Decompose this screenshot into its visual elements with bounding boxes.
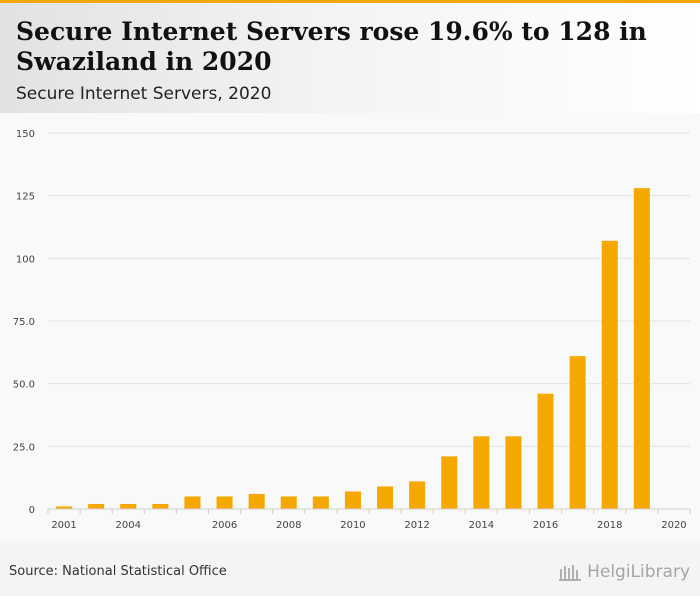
y-tick-label: 150 xyxy=(16,129,35,140)
y-tick-label: 25.0 xyxy=(13,442,35,453)
bar xyxy=(248,493,265,509)
brand-logo: HelgiLibrary xyxy=(559,562,690,582)
bar xyxy=(377,486,394,509)
bar xyxy=(473,436,490,509)
x-tick-label: 2004 xyxy=(116,520,141,531)
bar xyxy=(601,240,618,509)
x-tick-label: 2012 xyxy=(404,520,429,531)
chart-subtitle: Secure Internet Servers, 2020 xyxy=(16,84,272,104)
y-tick-label: 75.0 xyxy=(13,317,35,328)
y-tick-label: 50.0 xyxy=(13,380,35,391)
y-tick-label: 100 xyxy=(16,254,35,265)
bar xyxy=(152,503,169,509)
bar xyxy=(216,496,233,509)
y-tick-label: 125 xyxy=(16,192,35,203)
source-note: Source: National Statistical Office xyxy=(9,564,227,579)
bar xyxy=(280,496,297,509)
bar xyxy=(537,393,554,509)
bar xyxy=(56,506,73,509)
x-tick-label: 2008 xyxy=(276,520,301,531)
bar-chart: 0 25.0 50.0 75.0 100 125 150 2001 2004 2006 2008 20… xyxy=(13,129,691,531)
y-tick-label: 0 xyxy=(29,505,35,516)
accent-bar xyxy=(0,0,700,3)
library-icon xyxy=(559,565,582,581)
x-tick-label: 2001 xyxy=(51,520,76,531)
x-tick-label: 2020 xyxy=(661,520,686,531)
chart-area: 0 25.0 50.0 75.0 100 125 150 2001 2004 2006 2008 20… xyxy=(0,113,700,543)
x-tick-label: 2014 xyxy=(469,520,494,531)
x-tick-label: 2018 xyxy=(597,520,622,531)
bar xyxy=(120,503,137,509)
bar xyxy=(184,496,201,509)
bar xyxy=(633,188,650,509)
x-tick-label: 2010 xyxy=(340,520,365,531)
page-title: Secure Internet Servers rose 19.6% to 12… xyxy=(16,17,647,76)
bar xyxy=(441,456,458,509)
x-tick-label: 2016 xyxy=(533,520,558,531)
bar xyxy=(505,436,522,509)
brand-name: HelgiLibrary xyxy=(587,562,690,582)
bar xyxy=(569,356,586,509)
bar xyxy=(88,503,105,509)
bar xyxy=(344,491,361,509)
bar xyxy=(409,481,426,509)
header: Secure Internet Servers rose 19.6% to 12… xyxy=(0,3,700,113)
bar xyxy=(312,496,329,509)
x-tick-label: 2006 xyxy=(212,520,237,531)
